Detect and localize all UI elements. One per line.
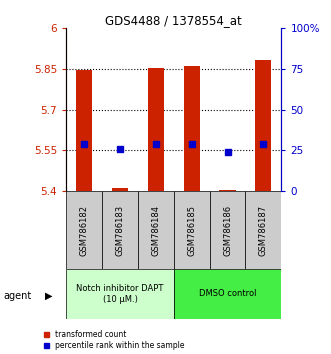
Legend: transformed count, percentile rank within the sample: transformed count, percentile rank withi…: [44, 330, 184, 350]
Text: DMSO control: DMSO control: [199, 289, 256, 298]
Bar: [148, 68, 164, 191]
Text: GSM786184: GSM786184: [151, 205, 160, 256]
Text: GSM786183: GSM786183: [116, 205, 124, 256]
Text: GSM786187: GSM786187: [259, 205, 268, 256]
Text: GSM786182: GSM786182: [80, 205, 89, 256]
Text: agent: agent: [3, 291, 31, 301]
Bar: [246, 191, 281, 269]
Bar: [174, 191, 210, 269]
Text: Notch inhibitor DAPT
(10 μM.): Notch inhibitor DAPT (10 μM.): [76, 284, 164, 304]
Bar: [76, 70, 92, 191]
Bar: [210, 191, 246, 269]
Bar: [66, 191, 102, 269]
Bar: [255, 59, 271, 191]
Bar: [219, 190, 236, 191]
Text: ▶: ▶: [45, 291, 52, 301]
Bar: [102, 191, 138, 269]
Title: GDS4488 / 1378554_at: GDS4488 / 1378554_at: [105, 14, 242, 27]
Bar: [66, 269, 174, 319]
Bar: [184, 66, 200, 191]
Text: GSM786185: GSM786185: [187, 205, 196, 256]
Bar: [112, 188, 128, 191]
Bar: [138, 191, 174, 269]
Text: GSM786186: GSM786186: [223, 205, 232, 256]
Bar: [174, 269, 281, 319]
